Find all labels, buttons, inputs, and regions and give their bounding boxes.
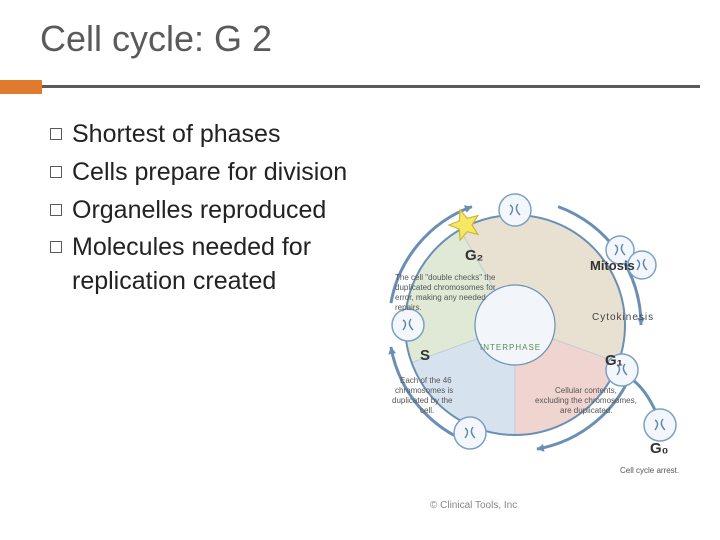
svg-text:INTERPHASE: INTERPHASE (480, 343, 541, 352)
svg-text:are duplicated.: are duplicated. (560, 406, 612, 415)
bullet-text: Organelles reproduced (72, 194, 326, 228)
svg-text:Cell cycle arrest.: Cell cycle arrest. (620, 466, 679, 475)
list-item: Molecules needed for replication created (50, 231, 360, 299)
svg-text:cell.: cell. (420, 406, 434, 415)
svg-text:Mitosis: Mitosis (590, 258, 635, 273)
svg-text:error, making any needed: error, making any needed (395, 293, 486, 302)
bullet-icon (50, 204, 62, 216)
svg-text:Each of the 46: Each of the 46 (400, 376, 452, 385)
svg-text:G₀: G₀ (650, 440, 668, 457)
copyright-text: © Clinical Tools, Inc (430, 500, 517, 511)
svg-text:duplicated by the: duplicated by the (392, 396, 453, 405)
svg-text:S: S (420, 347, 430, 364)
svg-text:chromosomes is: chromosomes is (395, 386, 453, 395)
list-item: Cells prepare for division (50, 156, 360, 190)
bullet-icon (50, 128, 62, 140)
slide-title: Cell cycle: G 2 (40, 18, 272, 60)
bullet-list: Shortest of phases Cells prepare for div… (50, 118, 360, 303)
svg-text:Cytokinesis: Cytokinesis (592, 312, 654, 323)
svg-text:duplicated chromosomes for: duplicated chromosomes for (395, 283, 496, 292)
svg-text:excluding the chromosomes,: excluding the chromosomes, (535, 396, 637, 405)
svg-text:Cellular contents,: Cellular contents, (555, 386, 617, 395)
bullet-icon (50, 241, 62, 253)
list-item: Organelles reproduced (50, 194, 360, 228)
accent-bar (0, 80, 42, 94)
bullet-text: Shortest of phases (72, 118, 280, 152)
bullet-text: Molecules needed for replication created (72, 231, 360, 299)
horizontal-rule (42, 85, 700, 88)
svg-text:repairs.: repairs. (395, 303, 422, 312)
slide-title-block: Cell cycle: G 2 (40, 18, 272, 60)
svg-text:The cell "double checks" the: The cell "double checks" the (395, 273, 496, 282)
bullet-icon (50, 166, 62, 178)
list-item: Shortest of phases (50, 118, 360, 152)
cell-cycle-diagram: G₂The cell "double checks" theduplicated… (360, 155, 700, 495)
svg-text:G₂: G₂ (465, 247, 483, 264)
svg-text:G₁: G₁ (605, 352, 623, 369)
bullet-text: Cells prepare for division (72, 156, 347, 190)
